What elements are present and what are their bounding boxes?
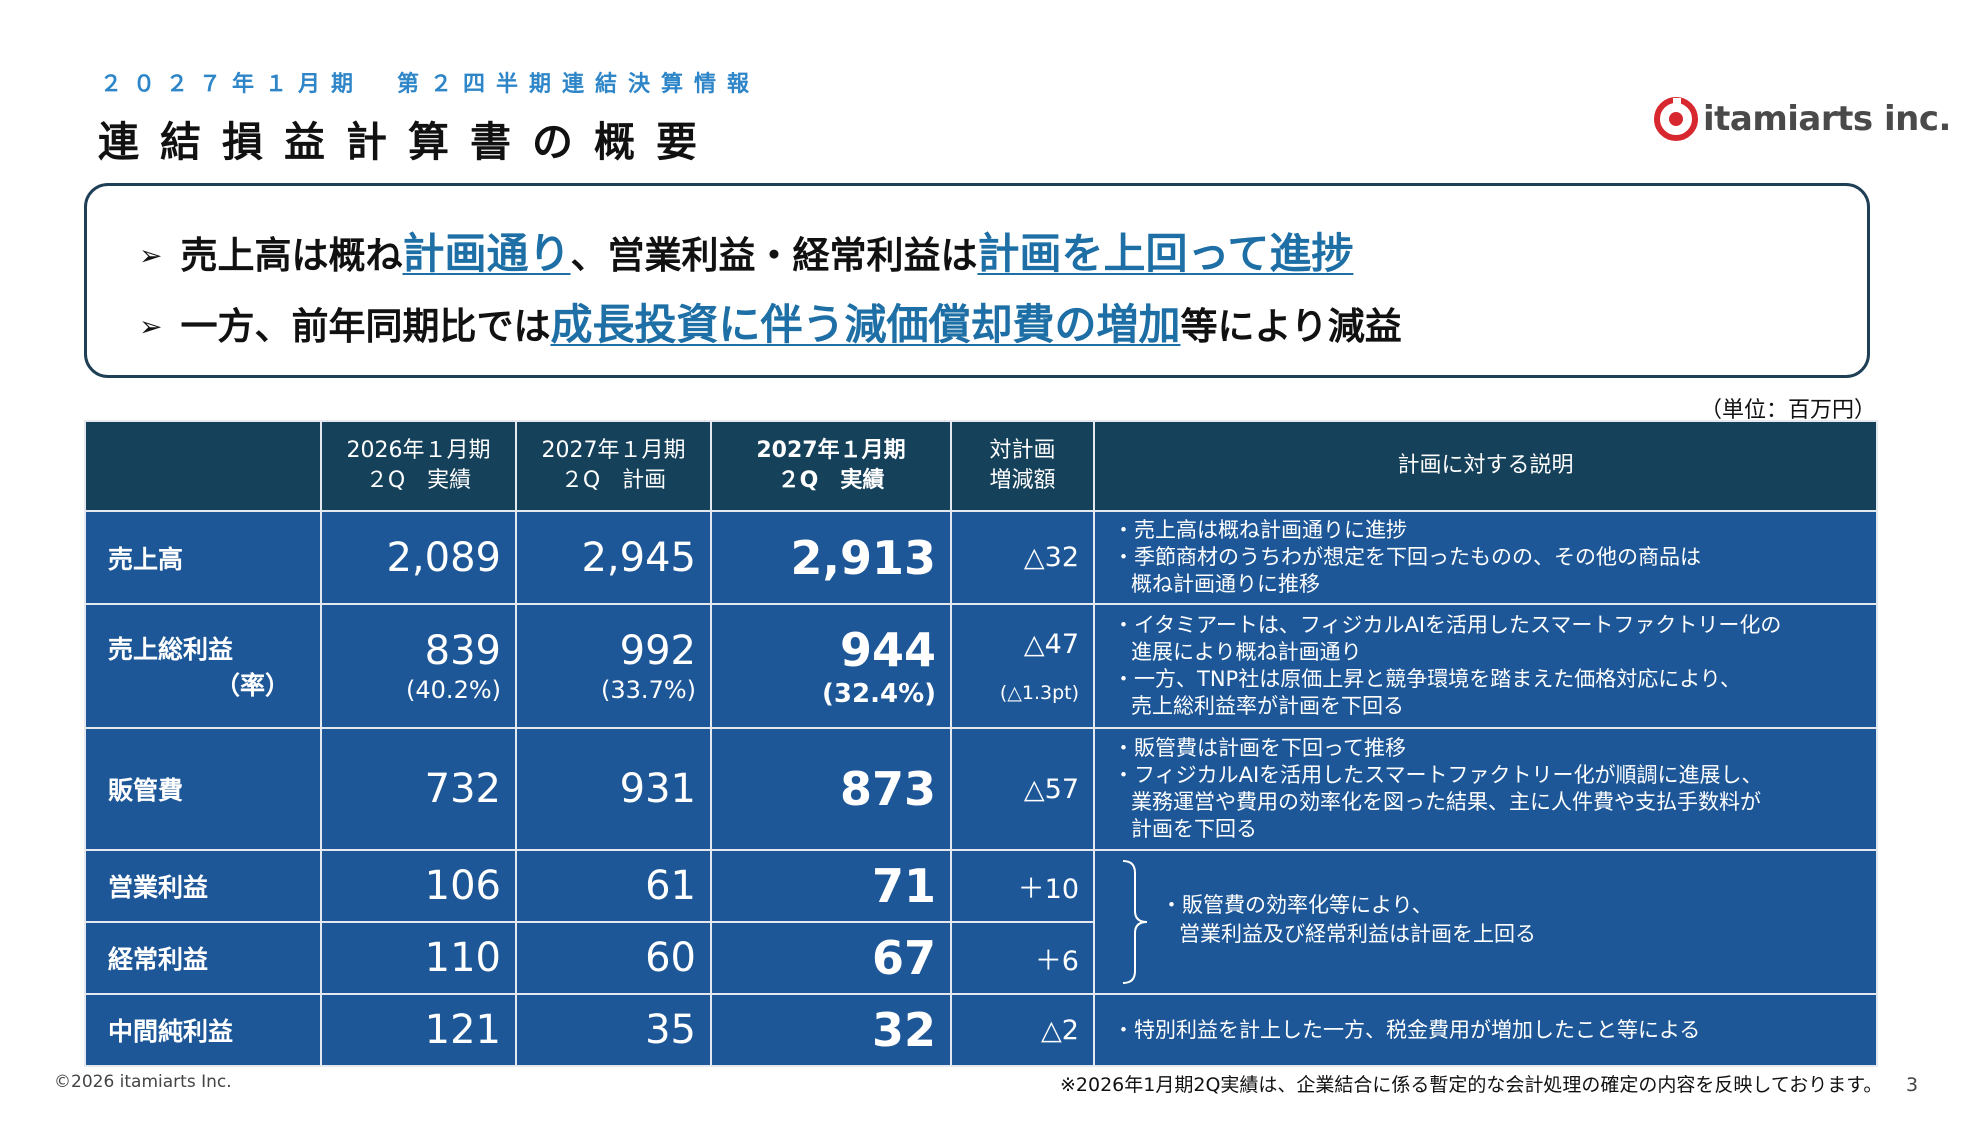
diff-value: △57 [950, 727, 1095, 851]
header-item [84, 420, 322, 512]
row-label: 売上総利益 （率） [84, 603, 322, 729]
prev-value: 121 [320, 993, 517, 1067]
plan-value: 60 [515, 921, 712, 995]
logo-text: itamiarts inc. [1703, 99, 1951, 139]
summary-highlight: 計画通り [402, 229, 571, 278]
actual-value: 71 [710, 849, 952, 923]
actual-value: 944 (32.4%) [710, 603, 952, 729]
prev-value: 732 [320, 727, 517, 851]
row-label: 中間純利益 [84, 993, 322, 1067]
shared-note: ・販管費の効率化等により、 営業利益及び経常利益は計画を上回る [1161, 893, 1536, 946]
diff-value: ＋10 [950, 849, 1095, 923]
table-row: 売上高 2,089 2,945 2,913 △32 ・売上高は概ね計画通りに進捗… [84, 510, 1878, 605]
header-plan: 2027年１月期 ２Q 計画 [515, 420, 712, 512]
row-label: 営業利益 [84, 849, 322, 923]
copyright: ©2026 itamiarts Inc. [54, 1072, 232, 1092]
page-number: 3 [1906, 1074, 1919, 1096]
arrow-bullet-icon: ➢ [139, 310, 163, 343]
section-subtitle: ２０２７年１月期 第２四半期連結決算情報 [100, 72, 761, 97]
company-logo: itamiarts inc. [1653, 94, 1953, 144]
unit-note: （単位：百万円） [1700, 398, 1877, 423]
header-prev-actual: 2026年１月期 ２Q 実績 [320, 420, 517, 512]
prev-value: 839 (40.2%) [320, 603, 517, 729]
diff-value: △32 [950, 510, 1095, 605]
arrow-bullet-icon: ➢ [139, 239, 163, 272]
row-label: 販管費 [84, 727, 322, 851]
actual-value: 873 [710, 727, 952, 851]
explanation-cell: ・販管費は計画を下回って推移 ・フィジカルAIを活用したスマートファクトリー化が… [1093, 727, 1878, 851]
explanation-cell: ・特別利益を計上した一方、税金費用が増加したこと等による [1093, 993, 1878, 1067]
summary-highlight: 成長投資に伴う減価償却費の増加 [550, 300, 1181, 349]
prev-value: 2,089 [320, 510, 517, 605]
explanation-cell: ・販管費の効率化等により、 営業利益及び経常利益は計画を上回る [1093, 849, 1878, 995]
plan-value: 2,945 [515, 510, 712, 605]
table-header-row: 2026年１月期 ２Q 実績 2027年１月期 ２Q 計画 2027年１月期 ２Q 実… [84, 420, 1878, 512]
summary-text: 売上高は概ね [180, 234, 403, 277]
diff-value: △47 (△1.3pt) [950, 603, 1095, 729]
plan-value: 35 [515, 993, 712, 1067]
header-vs-plan: 対計画 増減額 [950, 420, 1095, 512]
row-label: 経常利益 [84, 921, 322, 995]
table-row: 中間純利益 121 35 32 △2 ・特別利益を計上した一方、税金費用が増加し… [84, 993, 1878, 1067]
plan-value: 61 [515, 849, 712, 923]
plan-value: 992 (33.7%) [515, 603, 712, 729]
summary-text: 、営業利益・経常利益は [570, 234, 978, 277]
diff-value: ＋6 [950, 921, 1095, 995]
summary-line-1: ➢ 売上高は概ね計画通り、営業利益・経常利益は計画を上回って進捗 [139, 220, 1353, 281]
summary-text: 等により減益 [1180, 305, 1402, 348]
explanation-cell: ・売上高は概ね計画通りに進捗 ・季節商材のうちわが想定を下回ったものの、その他の… [1093, 510, 1878, 605]
brace-icon [1122, 860, 1148, 984]
footnote: ※2026年1月期2Q実績は、企業結合に係る暫定的な会計処理の確定の内容を反映し… [1060, 1074, 1883, 1096]
prev-value: 106 [320, 849, 517, 923]
table-row: 販管費 732 931 873 △57 ・販管費は計画を下回って推移 ・フィジカ… [84, 727, 1878, 851]
actual-value: 67 [710, 921, 952, 995]
table-row: 経常利益 110 60 67 ＋6 [84, 921, 1877, 995]
header-explanation: 計画に対する説明 [1093, 420, 1878, 512]
summary-highlight: 計画を上回って進捗 [977, 229, 1354, 278]
income-statement-table: 2026年１月期 ２Q 実績 2027年１月期 ２Q 計画 2027年１月期 ２Q 実… [84, 420, 1878, 1067]
header-actual: 2027年１月期 ２Q 実績 [710, 420, 952, 512]
logo-mark-icon [1654, 97, 1698, 141]
explanation-cell: ・イタミアートは、フィジカルAIを活用したスマートファクトリー化の 進展により概… [1093, 603, 1878, 729]
page-title: 連結損益計算書の概要 [98, 118, 718, 166]
summary-text: 一方、前年同期比では [180, 305, 551, 348]
actual-value: 2,913 [710, 510, 952, 605]
actual-value: 32 [710, 993, 952, 1067]
summary-box: ➢ 売上高は概ね計画通り、営業利益・経常利益は計画を上回って進捗 ➢ 一方、前年同期… [84, 183, 1870, 378]
plan-value: 931 [515, 727, 712, 851]
diff-value: △2 [950, 993, 1095, 1067]
table-row: 売上総利益 （率） 839 (40.2%) 992 (33.7%) 944 (32.4… [84, 603, 1878, 729]
table-row: 営業利益 106 61 71 ＋10 ・販管費の効率化等により、 営業利益及び経… [84, 849, 1878, 995]
row-label: 売上高 [84, 510, 322, 605]
prev-value: 110 [320, 921, 517, 995]
summary-line-2: ➢ 一方、前年同期比では成長投資に伴う減価償却費の増加等により減益 [139, 291, 1402, 352]
